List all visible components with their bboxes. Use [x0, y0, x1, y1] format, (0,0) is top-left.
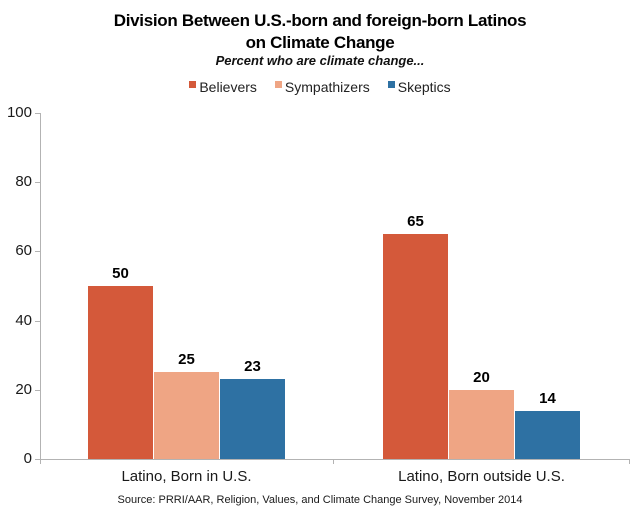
chart-title-line-2: on Climate Change [245, 33, 395, 52]
chart-title: Division Between U.S.-born and foreign-b… [0, 10, 640, 54]
y-axis-label-20: 20 [15, 381, 32, 398]
y-axis-label-80: 80 [15, 173, 32, 190]
x-axis-line [35, 459, 630, 460]
y-axis-label-0: 0 [23, 450, 32, 467]
value-label-sympathizers-group1: 25 [178, 351, 195, 368]
legend-label-sympathizers: Sympathizers [284, 79, 370, 95]
chart-title-line-1: Division Between U.S.-born and foreign-b… [113, 11, 527, 30]
source-note: Source: PRRI/AAR, Religion, Values, and … [117, 494, 523, 506]
y-axis-tick-100 [35, 113, 40, 114]
legend-item-believers: Believers [189, 80, 257, 95]
category-label-group2: Latino, Born outside U.S. [398, 468, 565, 485]
y-axis-tick-60 [35, 251, 40, 252]
bar-sympathizers-group2 [449, 390, 514, 459]
y-axis-tick-80 [35, 182, 40, 183]
legend-swatch-skeptics-icon [387, 81, 395, 88]
x-axis-tick-right [629, 459, 630, 464]
x-axis-tick-middle [333, 459, 334, 464]
y-axis-tick-40 [35, 321, 40, 322]
chart-subtitle: Percent who are climate change... [215, 53, 425, 68]
y-axis-label-40: 40 [15, 312, 32, 329]
y-axis-line [40, 113, 41, 464]
legend: Believers Sympathizers Skeptics [0, 80, 640, 95]
value-label-believers-group2: 65 [407, 213, 424, 230]
value-label-skeptics-group1: 23 [244, 358, 261, 375]
legend-label-skeptics: Skeptics [397, 79, 451, 95]
legend-label-believers: Believers [199, 79, 257, 95]
legend-item-sympathizers: Sympathizers [274, 79, 370, 95]
value-label-skeptics-group2: 14 [539, 390, 556, 407]
bar-believers-group1 [88, 286, 153, 459]
legend-item-skeptics: Skeptics [387, 79, 451, 95]
plot-area: 0 20 40 60 80 100 50 25 23 Latino, Born in U.S. 65… [7, 104, 630, 485]
y-axis-tick-20 [35, 390, 40, 391]
value-label-believers-group1: 50 [112, 265, 129, 282]
value-label-sympathizers-group2: 20 [473, 369, 490, 386]
bar-sympathizers-group1 [154, 372, 219, 459]
y-axis-label-100: 100 [6, 104, 32, 121]
category-label-group1: Latino, Born in U.S. [121, 468, 252, 485]
bar-believers-group2 [383, 234, 448, 459]
y-axis-label-60: 60 [15, 242, 32, 259]
bar-skeptics-group1 [220, 379, 285, 459]
legend-swatch-sympathizers-icon [274, 81, 282, 88]
bar-skeptics-group2 [515, 411, 580, 459]
legend-swatch-believers-icon [189, 81, 197, 88]
